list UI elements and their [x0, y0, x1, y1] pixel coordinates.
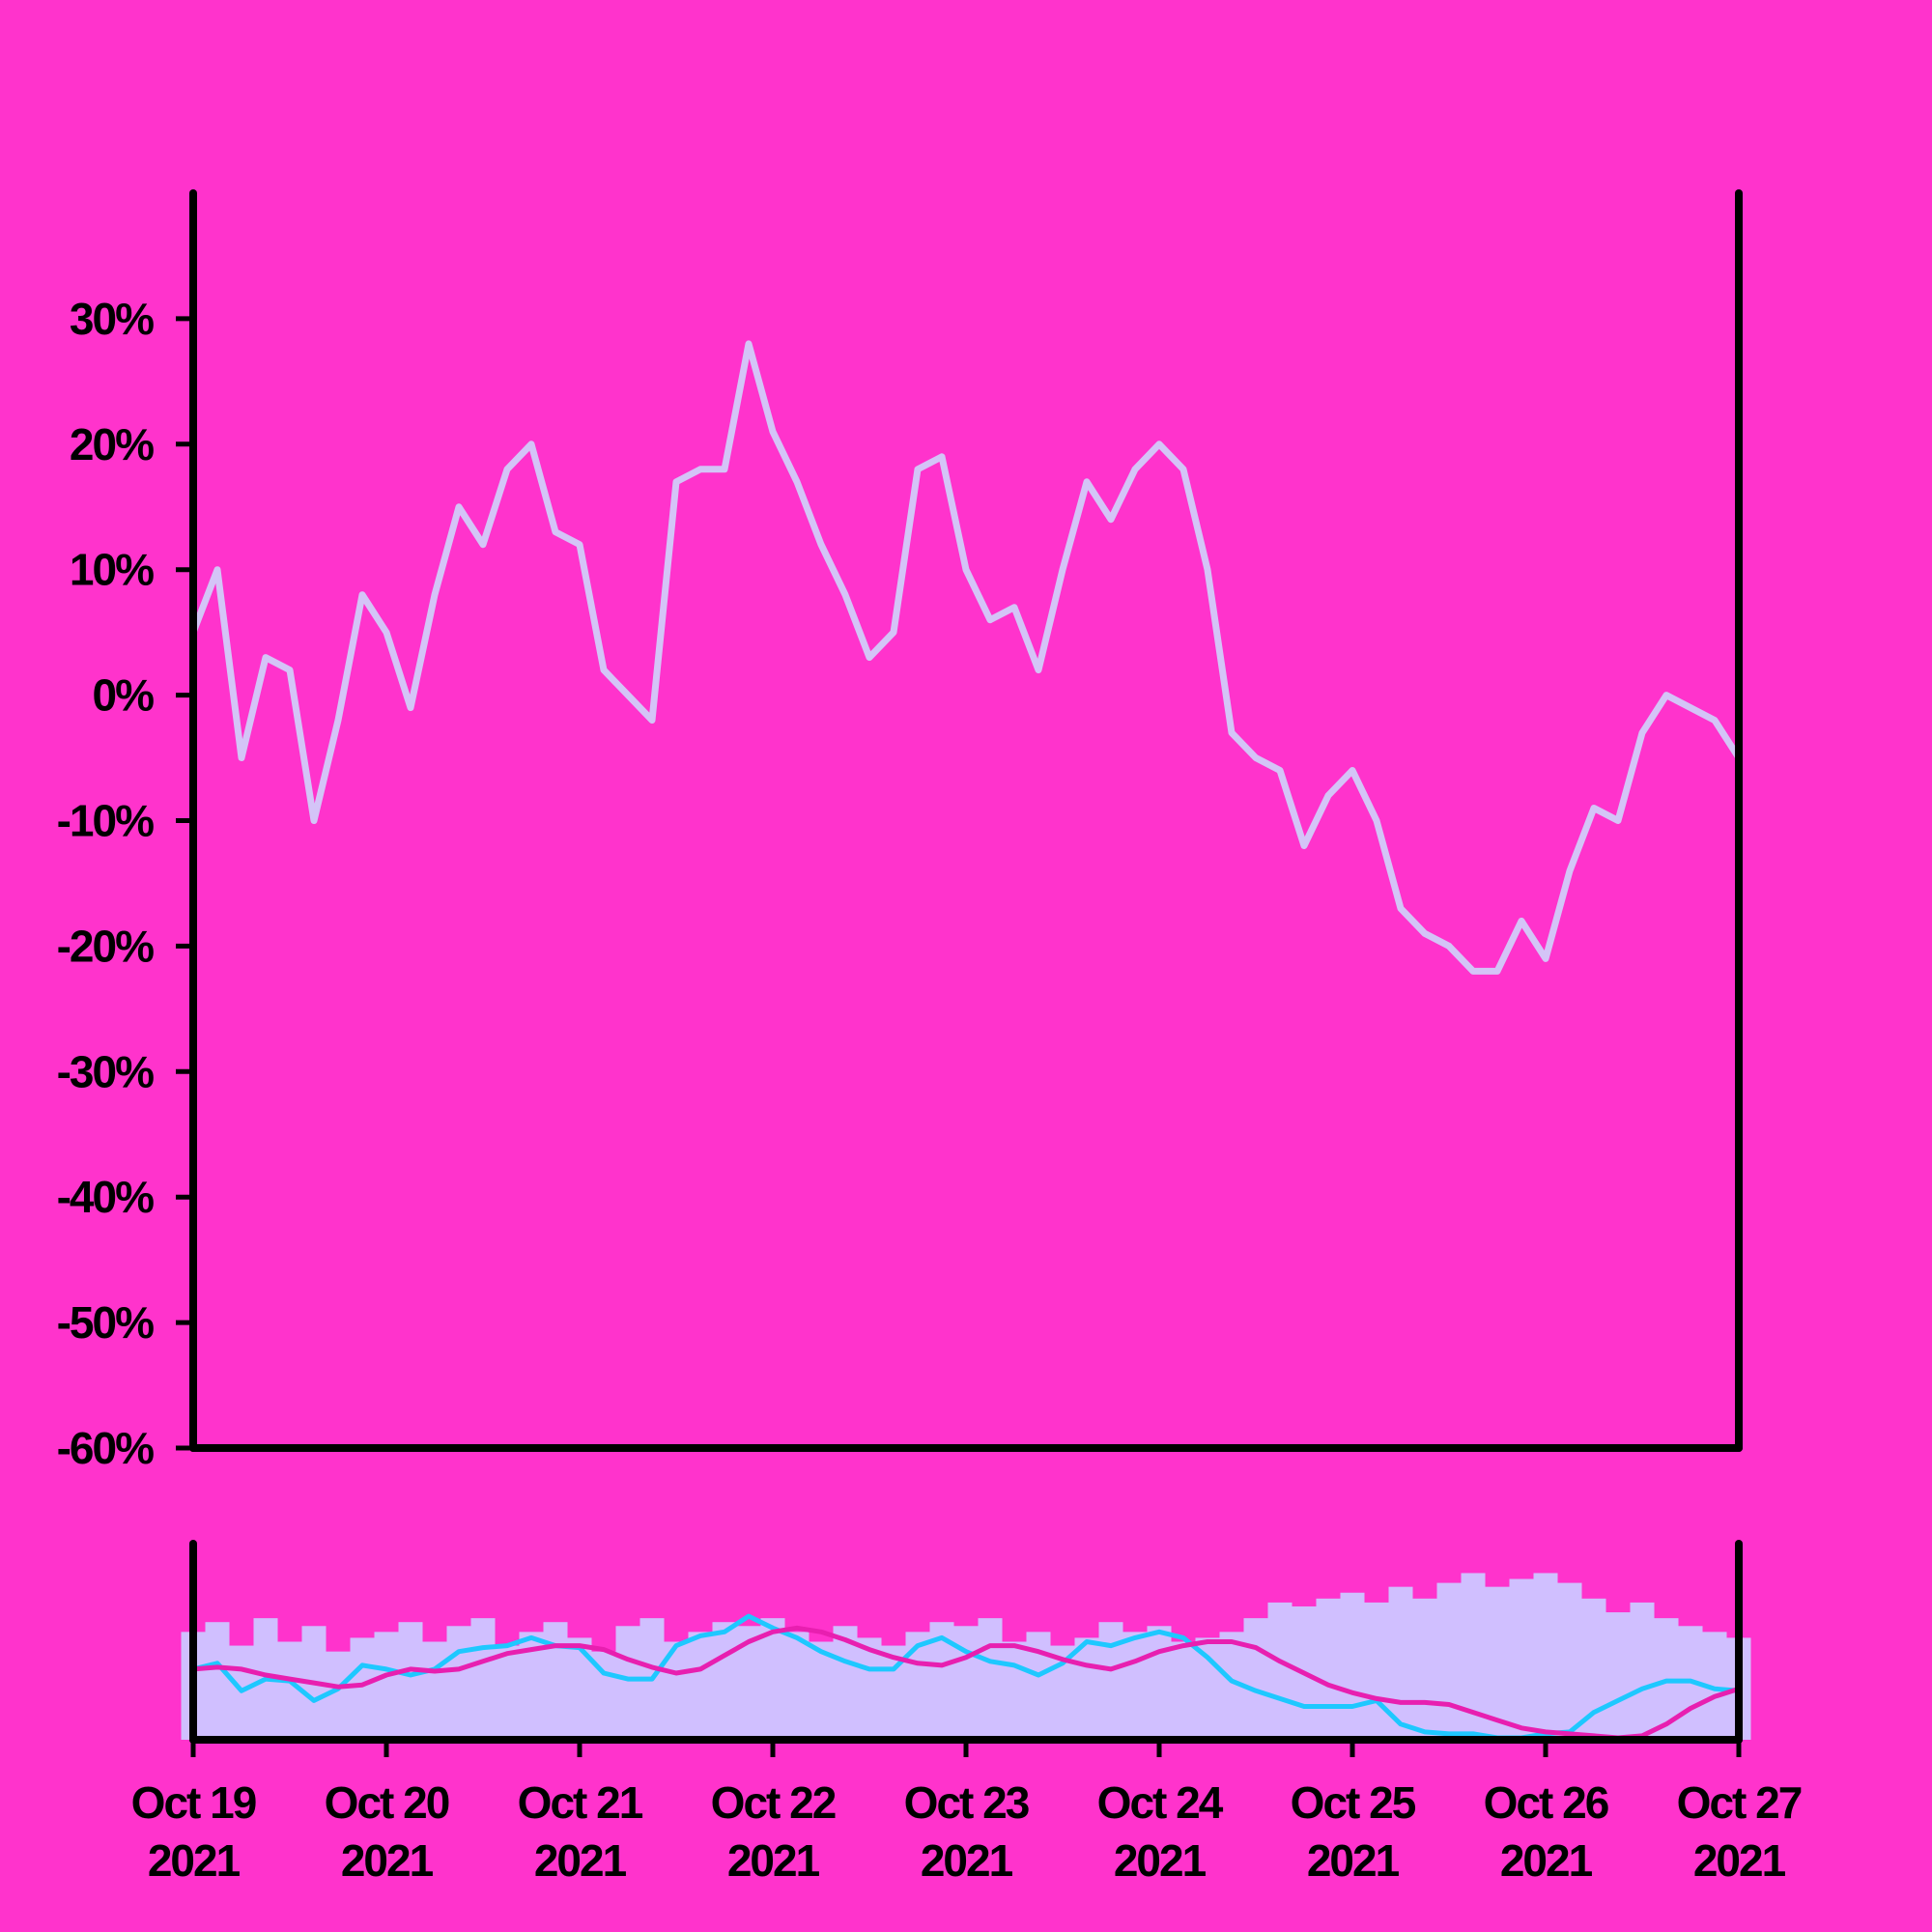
- volume-bar: [1098, 1622, 1123, 1740]
- volume-bar: [712, 1622, 737, 1740]
- x-tick-label: Oct 26 2021: [1484, 1777, 1608, 1886]
- volume-bar: [953, 1626, 979, 1740]
- y-tick-label: -50%: [57, 1297, 154, 1348]
- x-tick-label: Oct 24 2021: [1097, 1777, 1224, 1886]
- volume-bar: [978, 1618, 1003, 1740]
- volume-bar: [1630, 1602, 1655, 1740]
- volume-bar: [326, 1651, 351, 1740]
- y-tick-label: 10%: [70, 545, 154, 595]
- volume-bar: [1171, 1641, 1196, 1740]
- volume-bar: [1074, 1637, 1099, 1740]
- volume-bar: [470, 1618, 496, 1740]
- x-tick-label: Oct 25 2021: [1291, 1777, 1416, 1886]
- y-tick-label: -30%: [57, 1046, 154, 1096]
- price-line: [189, 340, 1742, 975]
- moving-average-line: [192, 1625, 1740, 1741]
- volume-bar: [495, 1645, 520, 1740]
- volume-bar: [1340, 1592, 1365, 1740]
- moving-average-line: [192, 1613, 1740, 1741]
- volume-bar: [543, 1622, 568, 1740]
- volume-bar: [857, 1637, 882, 1740]
- volume-bar: [398, 1622, 423, 1740]
- volume-bar: [1316, 1598, 1341, 1740]
- volume-bar: [1533, 1573, 1558, 1740]
- volume-bar: [1436, 1582, 1462, 1740]
- volume-bar: [760, 1618, 785, 1740]
- volume-bar: [784, 1632, 810, 1740]
- volume-bar: [1267, 1602, 1293, 1740]
- y-tick-label: -10%: [57, 796, 154, 846]
- volume-bar: [1364, 1602, 1389, 1740]
- y-tick-label: 30%: [70, 294, 154, 344]
- volume-bar: [688, 1632, 713, 1740]
- volume-bar: [1122, 1632, 1148, 1740]
- y-tick-label: -60%: [57, 1423, 154, 1473]
- volume-bar: [1605, 1612, 1631, 1740]
- volume-bar: [350, 1637, 375, 1740]
- volume-bar: [1412, 1598, 1437, 1740]
- volume-bar: [1485, 1586, 1510, 1740]
- volume-bar: [422, 1641, 447, 1740]
- x-tick-label: Oct 22 2021: [711, 1777, 836, 1886]
- y-tick-label: -40%: [57, 1172, 154, 1222]
- y-tick-label: 20%: [70, 419, 154, 469]
- volume-bar: [1002, 1641, 1027, 1740]
- volume-bar: [1509, 1578, 1534, 1740]
- volume-bar: [1243, 1618, 1268, 1740]
- volume-bar: [1557, 1582, 1582, 1740]
- volume-bar: [277, 1641, 302, 1740]
- volume-bar: [446, 1626, 471, 1740]
- y-tick-label: 0%: [93, 670, 155, 721]
- x-tick-label: Oct 21 2021: [518, 1777, 643, 1886]
- x-tick-label: Oct 20 2021: [325, 1777, 449, 1886]
- volume-bar: [809, 1641, 834, 1740]
- volume-bar: [374, 1632, 399, 1740]
- volume-bar: [205, 1622, 230, 1740]
- volume-bar: [615, 1626, 640, 1740]
- y-tick-label: -20%: [57, 921, 154, 971]
- x-tick-label: Oct 19 2021: [131, 1777, 256, 1886]
- x-tick-label: Oct 23 2021: [904, 1777, 1029, 1886]
- volume-bar: [905, 1632, 930, 1740]
- x-tick-label: Oct 27 2021: [1677, 1777, 1802, 1886]
- volume-bar: [1147, 1626, 1172, 1740]
